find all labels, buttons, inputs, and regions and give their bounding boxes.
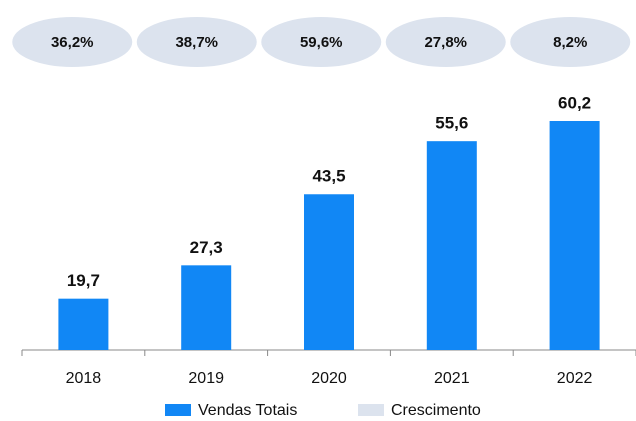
growth-bubble: [385, 17, 506, 67]
data-label: 19,7: [67, 271, 100, 290]
data-label: 60,2: [558, 93, 591, 112]
bar: [181, 265, 232, 350]
growth-bubble: [261, 17, 382, 67]
x-tick-label: 2020: [311, 370, 347, 387]
legend-label: Vendas Totais: [198, 402, 297, 419]
growth-bubble: [510, 17, 631, 67]
legend-label: Crescimento: [391, 402, 481, 419]
x-tick-label: 2021: [434, 370, 470, 387]
legend-swatch: [358, 404, 384, 416]
data-label: 27,3: [190, 238, 223, 257]
x-tick-label: 2022: [557, 370, 593, 387]
growth-label: 59,6%: [300, 34, 343, 51]
growth-label: 38,7%: [175, 34, 218, 51]
bar: [304, 194, 354, 350]
growth-label: 27,8%: [424, 34, 467, 51]
data-label: 55,6: [435, 114, 468, 133]
growth-label: 8,2%: [553, 34, 587, 51]
x-tick-label: 2018: [66, 370, 102, 387]
bar: [58, 298, 109, 350]
legend-swatch: [165, 404, 191, 416]
growth-bubble: [136, 17, 257, 67]
growth-label: 36,2%: [51, 34, 94, 51]
bar: [426, 141, 477, 350]
x-tick-label: 2019: [188, 370, 224, 387]
bar: [549, 120, 600, 350]
growth-bubble: [12, 17, 133, 67]
data-label: 43,5: [312, 167, 345, 186]
